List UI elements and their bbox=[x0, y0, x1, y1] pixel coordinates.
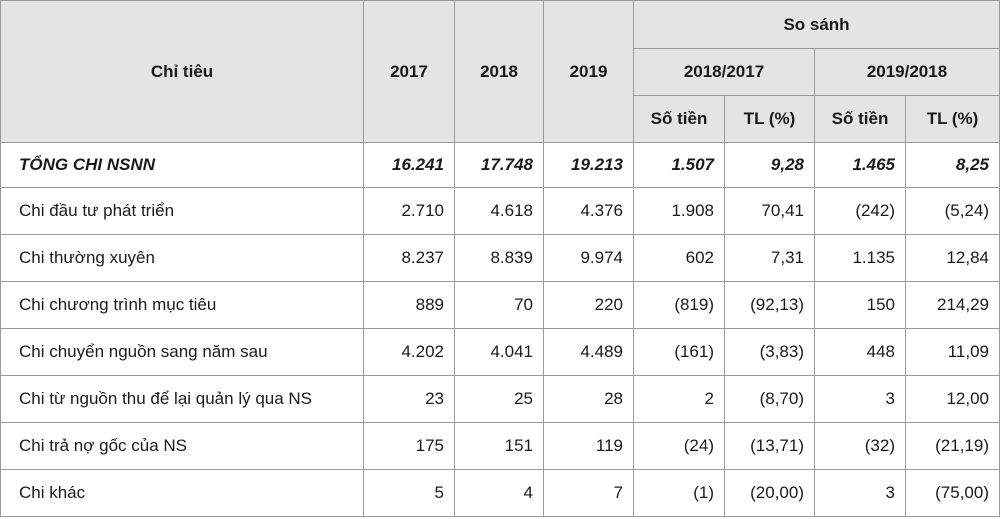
cell-ratio-1: (92,13) bbox=[724, 281, 815, 329]
cell-amount-2: (32) bbox=[814, 422, 906, 470]
cell-2019: 4.376 bbox=[543, 187, 634, 235]
table-row: Chi trả nợ gốc của NS 175 151 119 (24) (… bbox=[0, 422, 1000, 470]
cell-2017: 175 bbox=[363, 422, 455, 470]
cell-2017: 23 bbox=[363, 375, 455, 423]
row-label: Chi thường xuyên bbox=[0, 234, 364, 282]
cell-amount-1: (24) bbox=[633, 422, 725, 470]
cell-2018: 25 bbox=[454, 375, 544, 423]
cell-2018: 17.748 bbox=[454, 142, 544, 188]
cell-amount-1: (161) bbox=[633, 328, 725, 376]
cell-2018: 4.041 bbox=[454, 328, 544, 376]
cell-ratio-2: 11,09 bbox=[905, 328, 1000, 376]
cell-ratio-1: (3,83) bbox=[724, 328, 815, 376]
header-compare: So sánh bbox=[633, 0, 1000, 49]
cell-2019: 220 bbox=[543, 281, 634, 329]
cell-2018: 8.839 bbox=[454, 234, 544, 282]
cell-2019: 9.974 bbox=[543, 234, 634, 282]
cell-2018: 4 bbox=[454, 469, 544, 517]
cell-ratio-2: 12,00 bbox=[905, 375, 1000, 423]
cell-ratio-1: (13,71) bbox=[724, 422, 815, 470]
cell-ratio-2: 214,29 bbox=[905, 281, 1000, 329]
table-row: Chi thường xuyên 8.237 8.839 9.974 602 7… bbox=[0, 234, 1000, 282]
table-row: Chi từ nguồn thu để lại quản lý qua NS 2… bbox=[0, 375, 1000, 423]
cell-amount-1: 1.507 bbox=[633, 142, 725, 188]
cell-amount-2: 1.465 bbox=[814, 142, 906, 188]
cell-2019: 4.489 bbox=[543, 328, 634, 376]
cell-2017: 16.241 bbox=[363, 142, 455, 188]
cell-2017: 4.202 bbox=[363, 328, 455, 376]
cell-2019: 28 bbox=[543, 375, 634, 423]
row-label: Chi trả nợ gốc của NS bbox=[0, 422, 364, 470]
row-label: Chi khác bbox=[0, 469, 364, 517]
cell-ratio-2: 8,25 bbox=[905, 142, 1000, 188]
cell-amount-1: 602 bbox=[633, 234, 725, 282]
header-indicator: Chỉ tiêu bbox=[0, 0, 364, 143]
cell-2019: 19.213 bbox=[543, 142, 634, 188]
header-period-2018-2017: 2018/2017 bbox=[633, 48, 815, 96]
cell-2018: 4.618 bbox=[454, 187, 544, 235]
row-label: Chi từ nguồn thu để lại quản lý qua NS bbox=[0, 375, 364, 423]
header-year-2018: 2018 bbox=[454, 0, 544, 143]
header-ratio-1: TL (%) bbox=[724, 95, 815, 143]
cell-amount-1: (819) bbox=[633, 281, 725, 329]
header-ratio-2: TL (%) bbox=[905, 95, 1000, 143]
row-label: Chi chương trình mục tiêu bbox=[0, 281, 364, 329]
cell-2018: 151 bbox=[454, 422, 544, 470]
cell-ratio-1: 70,41 bbox=[724, 187, 815, 235]
table-row: Chi khác 5 4 7 (1) (20,00) 3 (75,00) bbox=[0, 469, 1000, 517]
header-year-2019: 2019 bbox=[543, 0, 634, 143]
cell-2017: 2.710 bbox=[363, 187, 455, 235]
row-label: TỔNG CHI NSNN bbox=[0, 142, 364, 188]
header-period-2019-2018: 2019/2018 bbox=[814, 48, 1000, 96]
row-label: Chi chuyển nguồn sang năm sau bbox=[0, 328, 364, 376]
table-row-total: TỔNG CHI NSNN 16.241 17.748 19.213 1.507… bbox=[0, 142, 1000, 188]
cell-amount-2: 1.135 bbox=[814, 234, 906, 282]
table-row: Chi đầu tư phát triển 2.710 4.618 4.376 … bbox=[0, 187, 1000, 235]
table-row: Chi chuyển nguồn sang năm sau 4.202 4.04… bbox=[0, 328, 1000, 376]
cell-amount-2: (242) bbox=[814, 187, 906, 235]
cell-amount-2: 150 bbox=[814, 281, 906, 329]
table-body: TỔNG CHI NSNN 16.241 17.748 19.213 1.507… bbox=[0, 142, 1000, 517]
cell-ratio-2: (21,19) bbox=[905, 422, 1000, 470]
cell-ratio-1: (8,70) bbox=[724, 375, 815, 423]
cell-ratio-2: 12,84 bbox=[905, 234, 1000, 282]
cell-2017: 8.237 bbox=[363, 234, 455, 282]
cell-amount-2: 3 bbox=[814, 375, 906, 423]
header-year-2017: 2017 bbox=[363, 0, 455, 143]
cell-amount-1: (1) bbox=[633, 469, 725, 517]
cell-ratio-1: (20,00) bbox=[724, 469, 815, 517]
cell-2017: 5 bbox=[363, 469, 455, 517]
cell-ratio-1: 7,31 bbox=[724, 234, 815, 282]
cell-2018: 70 bbox=[454, 281, 544, 329]
cell-amount-2: 448 bbox=[814, 328, 906, 376]
cell-ratio-2: (75,00) bbox=[905, 469, 1000, 517]
header-amount-2: Số tiền bbox=[814, 95, 906, 143]
table-header: Chỉ tiêu 2017 2018 2019 So sánh 2018/201… bbox=[0, 0, 1000, 143]
cell-ratio-2: (5,24) bbox=[905, 187, 1000, 235]
header-amount-1: Số tiền bbox=[633, 95, 725, 143]
cell-ratio-1: 9,28 bbox=[724, 142, 815, 188]
cell-2019: 119 bbox=[543, 422, 634, 470]
row-label: Chi đầu tư phát triển bbox=[0, 187, 364, 235]
cell-amount-1: 1.908 bbox=[633, 187, 725, 235]
cell-2017: 889 bbox=[363, 281, 455, 329]
cell-amount-1: 2 bbox=[633, 375, 725, 423]
cell-2019: 7 bbox=[543, 469, 634, 517]
cell-amount-2: 3 bbox=[814, 469, 906, 517]
table-row: Chi chương trình mục tiêu 889 70 220 (81… bbox=[0, 281, 1000, 329]
